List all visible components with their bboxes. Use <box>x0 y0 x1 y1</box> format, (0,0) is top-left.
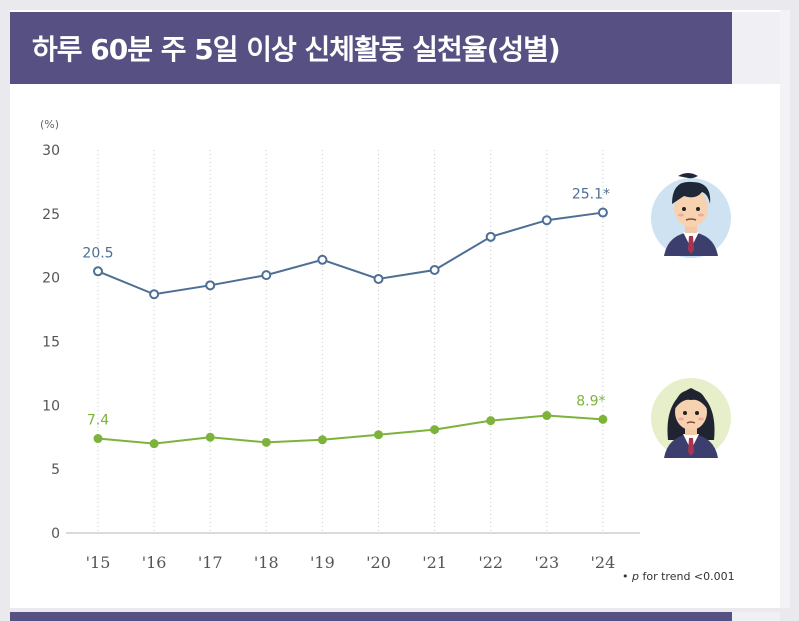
boy-student-icon <box>651 173 731 258</box>
data-label: 20.5 <box>82 245 113 261</box>
data-label: 7.4 <box>87 413 109 429</box>
x-tick-label: '18 <box>254 553 279 572</box>
x-tick-label: '16 <box>142 553 167 572</box>
y-tick-label: 10 <box>42 398 60 414</box>
data-point <box>598 414 608 424</box>
footnote: • p for trend <0.001 <box>622 570 735 583</box>
x-tick-label: '20 <box>366 553 391 572</box>
data-point <box>149 439 159 449</box>
data-point <box>486 416 496 426</box>
data-point <box>541 215 552 226</box>
data-point <box>205 280 216 291</box>
x-tick-label: '24 <box>591 553 616 572</box>
banner-tab <box>732 12 780 84</box>
x-tick-label: '21 <box>422 553 447 572</box>
series-line <box>97 414 603 445</box>
y-tick-label: 0 <box>51 526 60 542</box>
data-point <box>317 435 327 445</box>
data-point <box>430 425 440 435</box>
data-point <box>429 265 440 276</box>
bottom-tab <box>732 612 780 621</box>
series-line <box>97 211 604 296</box>
data-point <box>373 273 384 284</box>
data-label: 25.1* <box>572 187 610 203</box>
x-tick-label: '17 <box>198 553 223 572</box>
x-tick-label: '19 <box>310 553 335 572</box>
chart-card <box>10 10 790 608</box>
title-banner <box>10 12 732 84</box>
y-unit-label: (%) <box>40 118 59 131</box>
data-point <box>261 270 272 281</box>
data-point <box>149 289 160 300</box>
chart-title: 하루 60분 주 5일 이상 신체활동 실천율(성별) <box>32 33 561 66</box>
girl-student-icon <box>651 378 731 458</box>
data-point <box>374 430 383 440</box>
y-tick-label: 5 <box>51 462 60 478</box>
data-point <box>261 437 271 447</box>
data-point <box>317 254 328 265</box>
bottom-bar <box>10 612 732 621</box>
footnote-text: for trend <0.001 <box>642 570 735 583</box>
x-tick-label: '22 <box>478 553 503 572</box>
y-tick-label: 20 <box>42 271 60 287</box>
y-tick-label: 25 <box>42 207 60 223</box>
data-point <box>597 207 608 218</box>
x-tick-label: '23 <box>534 553 559 572</box>
footnote-p: p <box>632 570 639 583</box>
footnote-bullet: • <box>622 570 629 583</box>
data-label: 8.9* <box>576 393 605 409</box>
data-point <box>485 231 496 242</box>
data-point <box>93 434 103 444</box>
data-point <box>93 266 103 277</box>
y-tick-label: 30 <box>42 143 60 159</box>
data-point <box>542 411 552 421</box>
x-tick-label: '15 <box>86 553 111 572</box>
data-point <box>205 432 215 442</box>
y-tick-label: 15 <box>42 335 60 351</box>
